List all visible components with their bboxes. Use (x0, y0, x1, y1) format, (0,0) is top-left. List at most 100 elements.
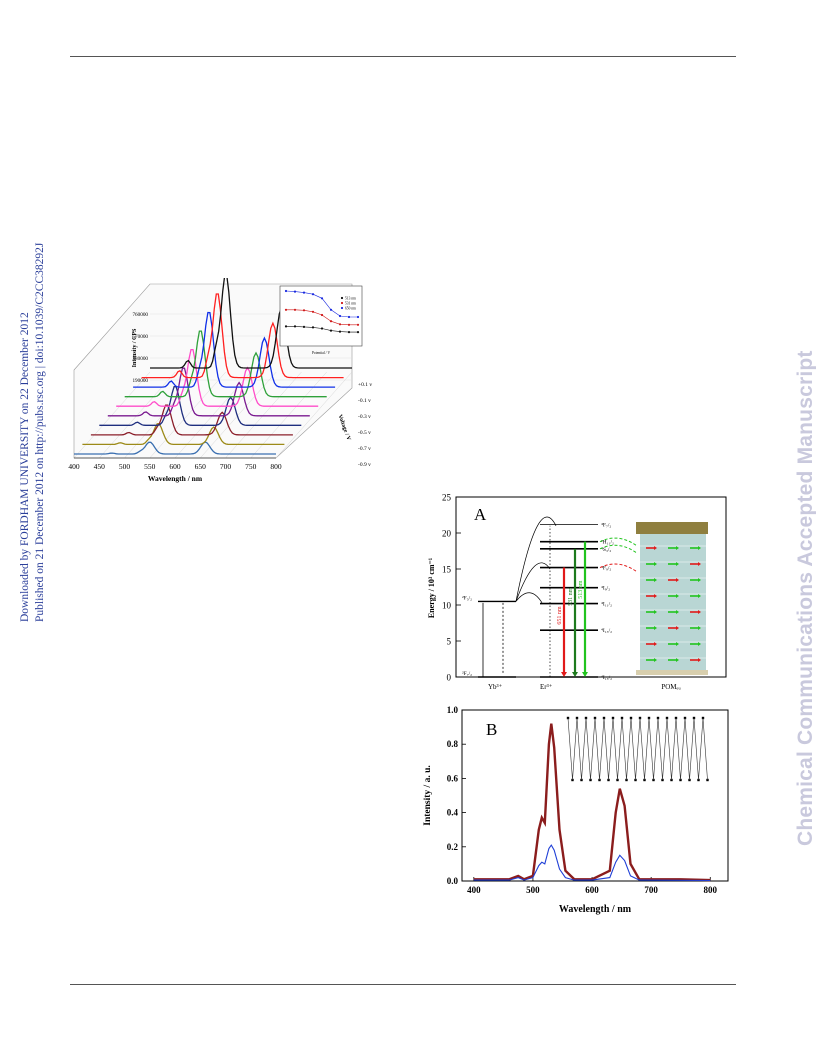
x-tick-label: 800 (704, 885, 718, 895)
photon-arrowhead (654, 610, 657, 614)
photon-arrowhead (676, 610, 679, 614)
floor-grid-line (174, 371, 252, 459)
photon-arrowhead (676, 546, 679, 550)
voltage-label: -0.7 v (358, 446, 371, 452)
y-tick-label: 1.0 (447, 705, 459, 715)
floor-grid-line (225, 371, 302, 459)
x-tick-label: 800 (270, 462, 282, 471)
y-tick-label: 25 (442, 493, 452, 503)
energy-transfer-curve (515, 562, 551, 602)
energy-transfer-curve (515, 592, 543, 604)
x-tick-label: 500 (119, 462, 131, 471)
axis-labels: 400 450 500 550 600 650 700 750 800 Wavelength / … (68, 312, 372, 483)
photon-arrowhead (698, 626, 701, 630)
inset-point (284, 289, 288, 293)
header-rule (70, 56, 736, 57)
x-tick-label: 600 (585, 885, 599, 895)
y-tick-label: 0.2 (447, 842, 459, 852)
spectrum-trace (141, 293, 344, 379)
y-tick-label: 0.4 (447, 808, 459, 818)
er-level-label: ⁴S₃/₂ (601, 547, 611, 553)
y-tick-label: 0.8 (447, 739, 459, 749)
voltage-label: +0.1 v (358, 382, 372, 388)
inset-legend-marker (340, 301, 344, 305)
photon-arrowhead (676, 562, 679, 566)
photon-arrowhead (654, 642, 657, 646)
voltage-label: -0.3 v (358, 414, 371, 420)
x-tick-label: 500 (526, 885, 540, 895)
spectrum-line (473, 844, 711, 882)
inset-legend-label: 513 nm (345, 297, 356, 301)
inset-legend-label: 650 nm (345, 307, 356, 311)
yb-ion-label: Yb³⁺ (488, 683, 503, 691)
download-line: Downloaded by FORDHAM UNIVERSITY on 22 D… (19, 312, 31, 622)
spectrum-line (473, 723, 711, 882)
x-tick-label: 450 (94, 462, 106, 471)
transition-label: 651 nm (557, 606, 563, 625)
inset-series (286, 309, 358, 326)
panel-label: B (486, 720, 497, 739)
y-axis-title: Energy / 10³ cm⁻¹ (427, 557, 436, 618)
spectrum-trace (74, 441, 276, 455)
floor-grid-line (149, 371, 226, 459)
x-axis-title: Wavelength / nm (559, 904, 632, 915)
z-tick-label: 760000 (132, 312, 148, 318)
photon-arrowhead (654, 546, 657, 550)
x-tick-label: 400 (467, 885, 481, 895)
spectrum-trace (150, 278, 352, 369)
download-info: Downloaded by FORDHAM UNIVERSITY on 22 D… (18, 243, 48, 622)
inset-legend-marker (340, 306, 344, 310)
er-ion-label: Er³⁺ (540, 683, 553, 691)
photon-arrowhead (698, 578, 701, 582)
spectrum-trace (133, 311, 336, 388)
photon-arrowhead (698, 594, 701, 598)
inset-point (284, 325, 288, 328)
er-level-label: ⁴F₇/₂ (601, 522, 611, 528)
pom-film: POMₑᵤ (636, 522, 708, 691)
x-axis-title: Wavelength / nm (148, 474, 203, 483)
photon-arrowhead (654, 658, 657, 662)
y-tick-label: 0.6 (447, 773, 459, 783)
photon-arrowhead (698, 546, 701, 550)
photon-arrowhead (698, 562, 701, 566)
y-tick-label: 0 (447, 673, 452, 683)
energy-axis: 0 5 10 15 20 25 Energy / 10³ cm⁻¹ A (427, 493, 487, 683)
y-tick-label: 15 (442, 565, 452, 575)
voltage-label: -0.9 v (358, 462, 371, 468)
emission-arrowhead (572, 672, 578, 677)
pom-bottom-electrode (636, 670, 708, 675)
inset-legend-label: 531 nm (345, 302, 356, 306)
inset-legend-marker (340, 296, 344, 300)
er-level-label: ⁴F₉/₂ (601, 566, 611, 572)
panel-label: A (474, 505, 487, 524)
x-tick-label: 600 (169, 462, 181, 471)
y-tick-label: 20 (442, 529, 452, 539)
er-level-label: ⁴I₁₃/₂ (601, 628, 612, 634)
journal-watermark: Chemical Communications Accepted Manuscr… (794, 350, 816, 846)
pom-label: POMₑᵤ (661, 683, 681, 691)
z-axis-title: Intensity / CPS (132, 328, 138, 367)
emission-spectrum-chart: 400 500 600 700 800 0.0 0.2 0.4 0.6 0.8 1.0 Wavelen… (423, 705, 729, 915)
switching-inset (566, 716, 709, 782)
emission-arrowhead (582, 672, 588, 677)
photon-arrowhead (676, 626, 679, 630)
energy-level-diagram: 0 5 10 15 20 25 Energy / 10³ cm⁻¹ A ²F₇/₂ ²F₅/₂ Y… (427, 493, 727, 691)
photon-arrowhead (654, 594, 657, 598)
spectra-traces (74, 278, 352, 455)
x-tick-label: 700 (644, 885, 658, 895)
er-level-label: ⁴I₁₁/₂ (601, 602, 612, 608)
photon-arrowhead (698, 642, 701, 646)
transition-label: 531 nm (568, 587, 574, 606)
photon-arrowhead (654, 626, 657, 630)
publish-line: Published on 21 December 2012 on http://… (34, 242, 46, 622)
energy-transfer-curve (515, 516, 557, 602)
x-tick-label: 750 (245, 462, 257, 471)
footer-rule (70, 984, 736, 985)
er-level-label: ⁴I₁₅/₂ (601, 675, 612, 681)
inset-x-title: Potential / V (312, 351, 331, 355)
y-tick-label: 0.0 (447, 876, 459, 886)
photon-arrowhead (676, 642, 679, 646)
spectrum-trace (99, 386, 302, 426)
er-level-label: ⁴I₉/₂ (601, 586, 610, 592)
